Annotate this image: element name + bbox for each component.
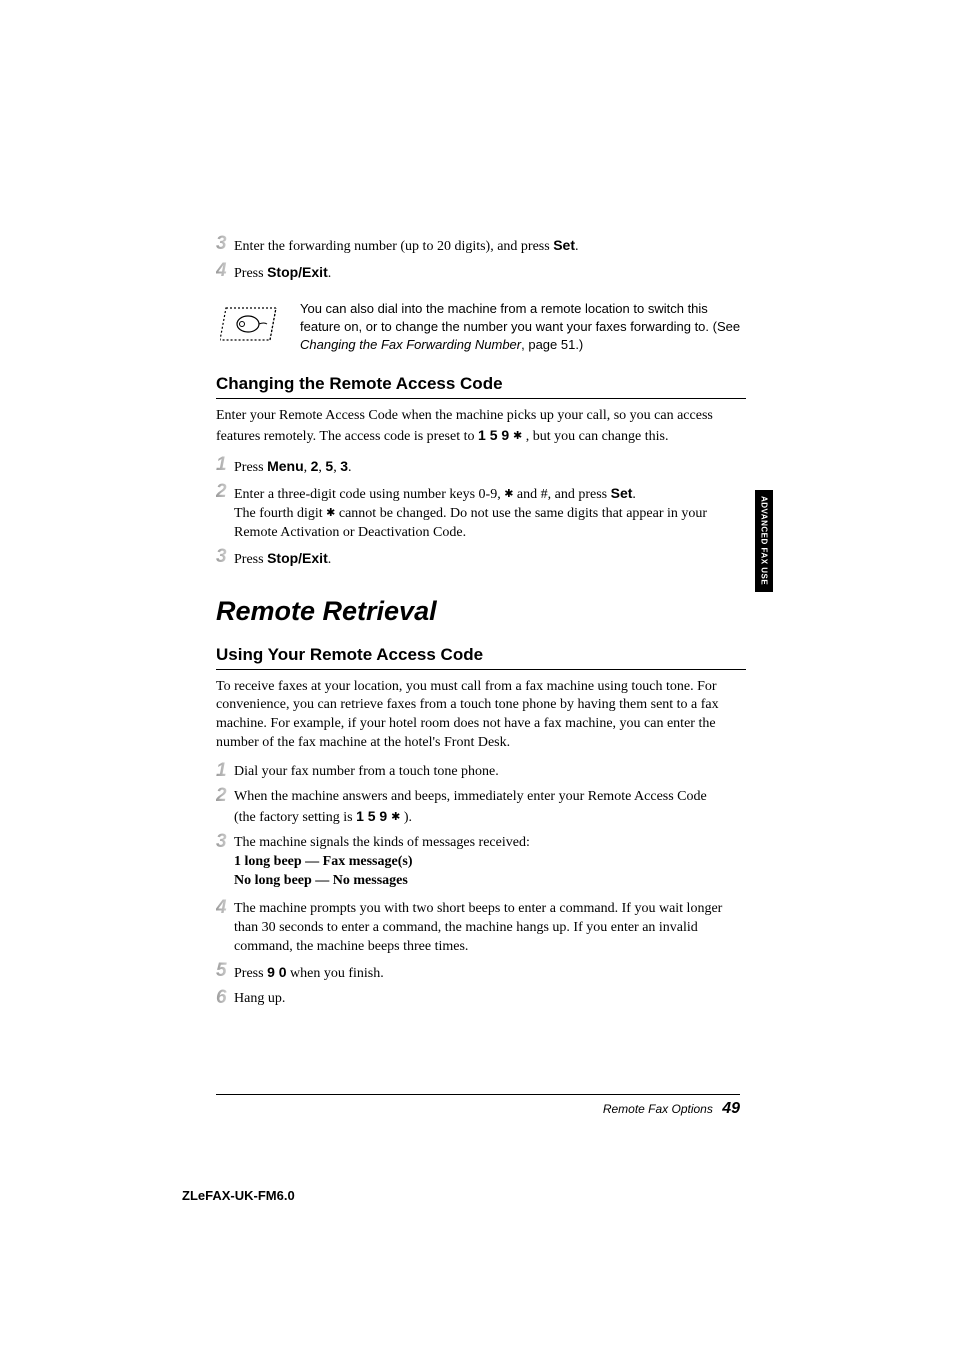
step-text: The machine prompts you with two short b… [234,900,746,957]
heading-remote-retrieval: Remote Retrieval [216,596,746,627]
note-icon [220,300,282,348]
section1-intro: Enter your Remote Access Code when the m… [216,407,746,447]
heading-using-code: Using Your Remote Access Code [216,645,746,665]
top-step-4: 4 Press Stop/Exit. [216,263,746,284]
side-tab: ADVANCED FAX USE [755,490,773,592]
step-number: 2 [216,786,234,805]
step-number: 3 [216,547,234,566]
note-box: You can also dial into the machine from … [220,300,746,355]
footer-rule [216,1094,740,1095]
heading-changing-code: Changing the Remote Access Code [216,374,746,394]
s2-step-5: 5 Press 9 0 when you finish. [216,963,746,984]
s1-step-2: 2 Enter a three-digit code using number … [216,484,746,543]
page-number: 49 [722,1100,740,1117]
step-number: 4 [216,261,234,280]
step-number: 5 [216,961,234,980]
s2-step-4: 4 The machine prompts you with two short… [216,900,746,957]
s2-step-1: 1 Dial your fax number from a touch tone… [216,763,746,782]
s2-step-6: 6 Hang up. [216,990,746,1009]
step-number: 2 [216,482,234,501]
step-text: Enter the forwarding number (up to 20 di… [234,236,746,257]
step-number: 1 [216,455,234,474]
step-text: Press Stop/Exit. [234,549,746,570]
step-text: Press Menu, 2, 5, 3. [234,457,746,478]
step-number: 3 [216,234,234,253]
step-text: Enter a three-digit code using number ke… [234,484,746,543]
step-number: 6 [216,988,234,1007]
step-number: 4 [216,898,234,917]
section2-intro: To receive faxes at your location, you m… [216,678,746,754]
step-number: 3 [216,832,234,851]
step-text: When the machine answers and beeps, imme… [234,788,746,828]
s2-step-2: 2 When the machine answers and beeps, im… [216,788,746,828]
step-number: 1 [216,761,234,780]
s1-step-3: 3 Press Stop/Exit. [216,549,746,570]
rule [216,398,746,399]
rule [216,669,746,670]
s1-step-1: 1 Press Menu, 2, 5, 3. [216,457,746,478]
step-text: Press Stop/Exit. [234,263,746,284]
step-text: Hang up. [234,990,746,1009]
note-text: You can also dial into the machine from … [300,300,746,355]
doc-code: ZLeFAX-UK-FM6.0 [182,1188,295,1203]
page-content: 3 Enter the forwarding number (up to 20 … [216,236,746,1015]
step-text: Dial your fax number from a touch tone p… [234,763,746,782]
step-text: Press 9 0 when you finish. [234,963,746,984]
footer: Remote Fax Options 49 [216,1100,740,1118]
footer-label: Remote Fax Options [603,1102,713,1116]
step-text: The machine signals the kinds of message… [234,834,746,891]
s2-step-3: 3 The machine signals the kinds of messa… [216,834,746,891]
top-step-3: 3 Enter the forwarding number (up to 20 … [216,236,746,257]
